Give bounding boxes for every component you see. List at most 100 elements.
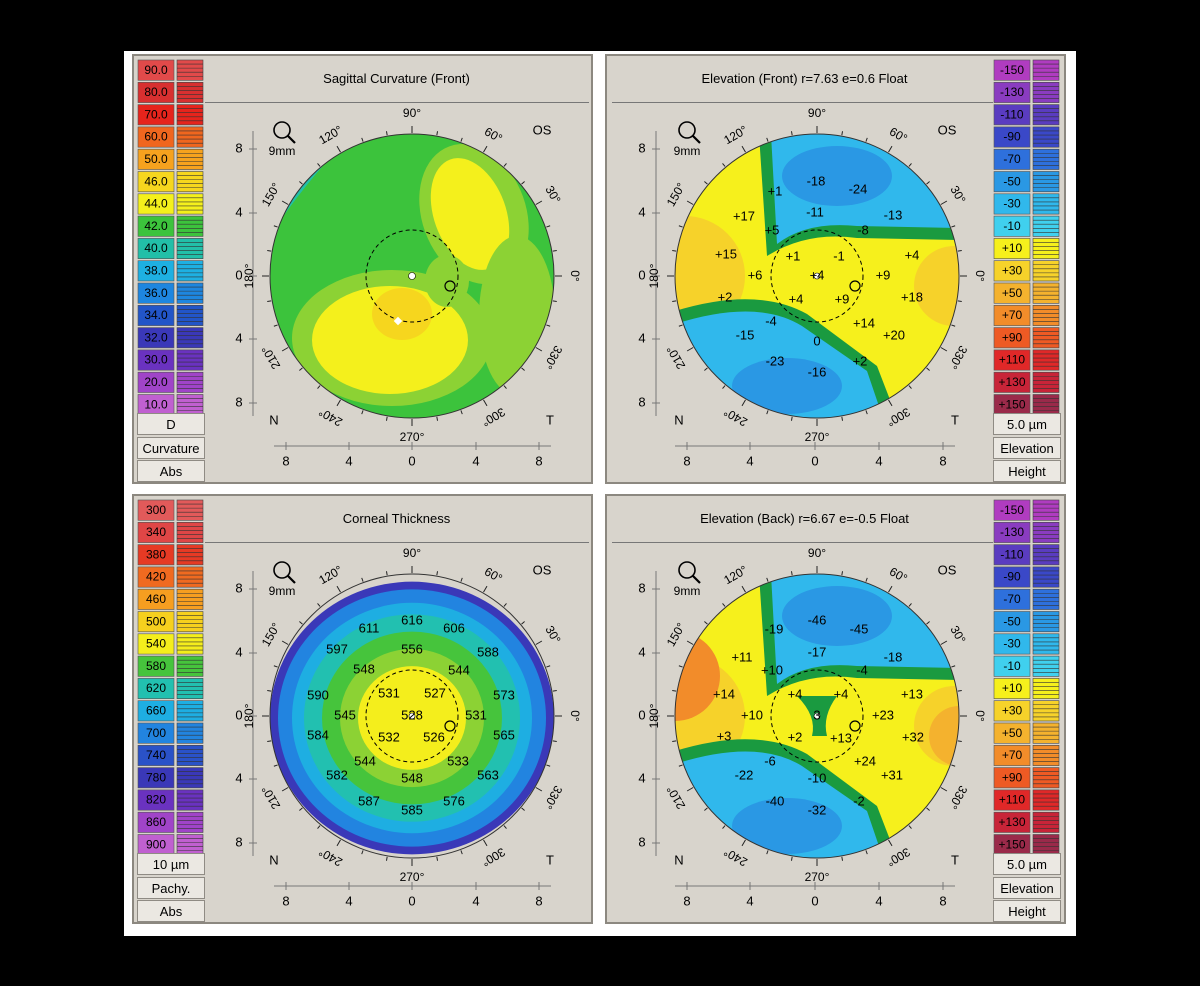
angle-label: 30° — [542, 623, 563, 646]
legend-value: 500 — [146, 614, 166, 628]
pupil-zone-circle — [770, 229, 864, 323]
map-value-label: 587 — [358, 793, 380, 808]
x-tick-label: 4 — [746, 453, 753, 468]
angle-tick — [704, 621, 708, 625]
x-tick-label: 8 — [535, 893, 542, 908]
legend-swatch — [137, 566, 175, 588]
angle-tick — [888, 145, 893, 153]
legend-mode[interactable]: Height — [993, 900, 1061, 922]
temporal-label: T — [951, 852, 959, 867]
map-axes: 8 4 0 4 8 8 4 0 4 8 — [638, 571, 955, 908]
eye-label: OS — [533, 122, 552, 137]
y-tick-label: 0 — [235, 267, 242, 282]
map-value-label: -19 — [765, 621, 784, 636]
color-scale-legend: -150 -130 -110 -90 -70 -50 -30 -10 +10 +30 +50 +70 +… — [993, 59, 1061, 416]
legend-swatch — [993, 521, 1031, 543]
legend-value: -70 — [1003, 152, 1021, 166]
temporal-label: T — [546, 852, 554, 867]
map-value-label: 563 — [477, 767, 499, 782]
angle-label: 90° — [808, 106, 826, 120]
angle-label: 300° — [884, 405, 913, 430]
y-tick-label: 4 — [235, 770, 242, 785]
legend-ladder — [176, 767, 204, 789]
legend-map-type[interactable]: Pachy. — [137, 877, 205, 899]
magnifier-lens — [678, 561, 696, 579]
map-value-label: -2 — [853, 793, 865, 808]
angle-tick — [552, 689, 557, 692]
legend-mode[interactable]: Abs — [137, 900, 205, 922]
magnifier-handle — [287, 575, 296, 584]
zoom-icon[interactable] — [273, 561, 296, 584]
legend-map-type[interactable]: Curvature — [137, 437, 205, 459]
angle-label: 120° — [316, 563, 345, 588]
legend-ladder — [1032, 126, 1060, 148]
angle-tick — [436, 571, 439, 576]
map-axes: 8 4 0 4 8 8 4 0 4 8 — [235, 571, 551, 908]
legend-map-type[interactable]: Elevation — [993, 437, 1061, 459]
legend-swatch — [993, 327, 1031, 349]
angle-label: 60° — [482, 564, 505, 585]
angle-tick — [766, 577, 769, 582]
angle-label: 240° — [316, 845, 345, 870]
angle-tick — [546, 324, 551, 327]
map-value-label: +23 — [872, 707, 894, 722]
legend-mode[interactable]: Abs — [137, 460, 205, 482]
legend-ladder — [176, 59, 204, 81]
zoom-icon[interactable] — [273, 121, 296, 144]
legend-value: 620 — [146, 681, 166, 695]
zoom-label: 9mm — [674, 144, 701, 158]
angle-label: 270° — [400, 870, 425, 884]
angle-tick — [460, 137, 463, 142]
elevation-front-map: -150-130-110-90-70-50-30-10+10+30+50+70+… — [638, 59, 1061, 468]
angle-tick — [552, 740, 557, 743]
legend-ladder — [1032, 789, 1060, 811]
legend-value: 44.0 — [144, 197, 168, 211]
angle-tick — [361, 577, 364, 582]
legend-ladder — [1032, 700, 1060, 722]
legend-ladder — [176, 171, 204, 193]
legend-map-type[interactable]: Elevation — [993, 877, 1061, 899]
map-value-label: -6 — [764, 753, 776, 768]
legend-value: -50 — [1003, 614, 1021, 628]
legend-swatch — [993, 588, 1031, 610]
map-value-label: +11 — [731, 649, 752, 664]
angle-label: 150° — [259, 620, 284, 649]
x-tick-label: 0 — [811, 453, 818, 468]
map-value-label: +4 — [788, 686, 803, 701]
legend-swatch — [137, 126, 175, 148]
color-scale-legend: 300 340 380 420 460 500 540 580 620 660 700 740 780 8… — [137, 499, 205, 856]
legend-swatch — [993, 700, 1031, 722]
angle-tick — [336, 839, 341, 847]
map-zone-gold — [372, 288, 432, 340]
angle-tick — [841, 856, 844, 861]
angle-label: 300° — [884, 845, 913, 870]
legend-mode[interactable]: Height — [993, 460, 1061, 482]
map-value-label: -24 — [849, 181, 868, 196]
zoom-icon[interactable] — [678, 121, 701, 144]
angle-tick — [722, 163, 726, 167]
legend-value: 780 — [146, 770, 166, 784]
legend-value: 580 — [146, 659, 166, 673]
legend-ladder — [176, 611, 204, 633]
angle-tick — [704, 367, 708, 371]
legend-value: 740 — [146, 748, 166, 762]
legend-swatch — [137, 789, 175, 811]
y-tick-label: 8 — [638, 140, 645, 155]
y-tick-label: 8 — [235, 580, 242, 595]
y-tick-label: 8 — [235, 140, 242, 155]
map-value-label: +20 — [883, 327, 905, 342]
x-tick-label: 4 — [345, 893, 352, 908]
map-zone-darkorange — [675, 631, 720, 721]
zoom-icon[interactable] — [678, 561, 701, 584]
map-value-label: -46 — [808, 612, 827, 627]
x-tick-label: 4 — [875, 453, 882, 468]
angle-label: 90° — [403, 106, 421, 120]
map-value-label: 585 — [401, 802, 423, 817]
map-value-label: 597 — [326, 641, 348, 656]
legend-value: -50 — [1003, 174, 1021, 188]
map-value-label: +1 — [768, 183, 783, 198]
map-value-label: 531 — [378, 685, 400, 700]
legend-value: +30 — [1002, 264, 1023, 278]
x-tick-label: 8 — [282, 893, 289, 908]
thinnest-point-marker — [393, 316, 403, 326]
